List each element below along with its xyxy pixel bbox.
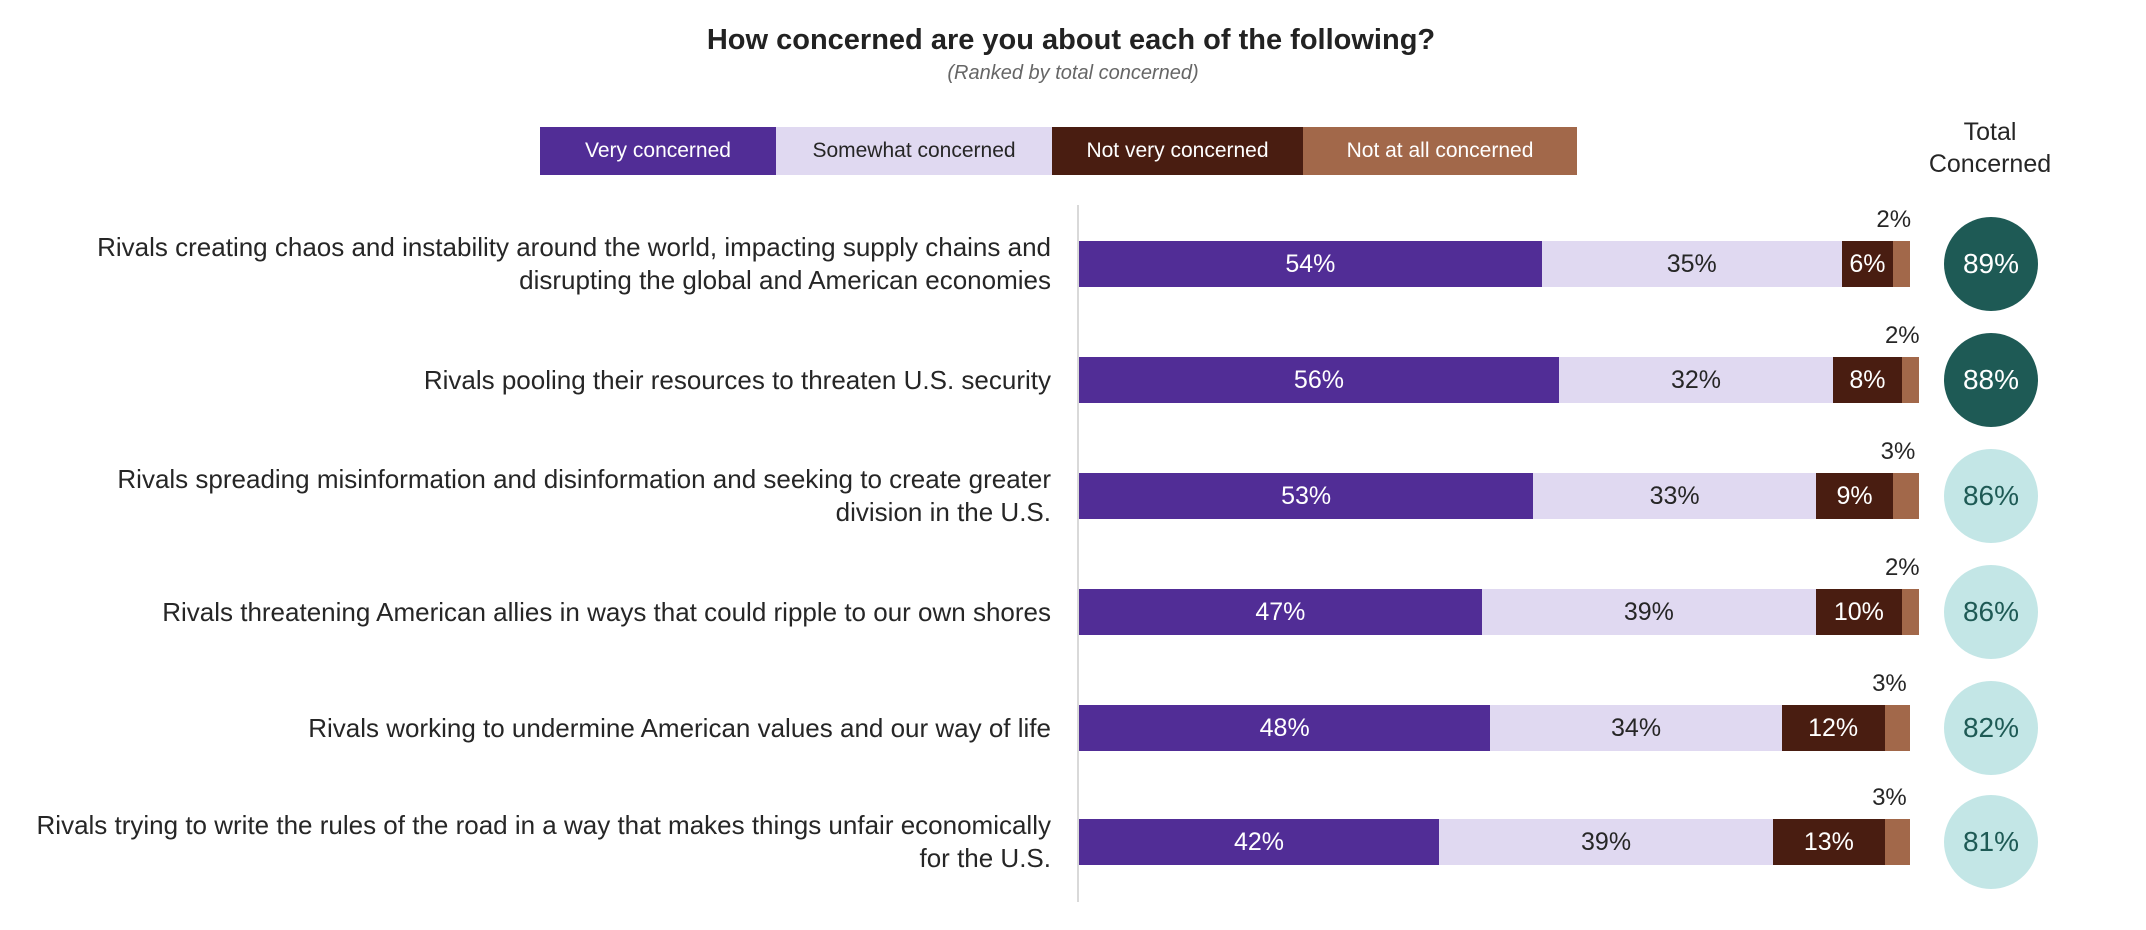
total-concerned-badge: 81% — [1944, 795, 2038, 889]
data-label: 8% — [1849, 365, 1886, 394]
data-label: 12% — [1808, 713, 1859, 742]
data-label: 39% — [1581, 827, 1632, 856]
legend-item-not-at-all-concerned: Not at all concerned — [1303, 127, 1577, 175]
total-concerned-badge: 86% — [1944, 565, 2038, 659]
bar-segment-very-concerned: 54% — [1079, 241, 1542, 287]
data-label-not-at-all: 3% — [1872, 784, 1907, 811]
category-label-line: Rivals trying to write the rules of the … — [36, 810, 1051, 840]
bar-segment-somewhat-concerned: 39% — [1481, 589, 1816, 635]
total-concerned-value: 88% — [1962, 364, 2020, 395]
category-label-line: Rivals working to undermine American val… — [308, 712, 1051, 743]
bar-segment-not-very-concerned: 6% — [1841, 241, 1894, 287]
bar-segment-not-at-all-concerned — [1884, 819, 1911, 865]
total-concerned-value: 82% — [1962, 712, 2020, 743]
total-concerned-value: 86% — [1962, 596, 2020, 627]
legend: Very concerned Somewhat concerned Not ve… — [540, 127, 1577, 175]
legend-label: Very concerned — [585, 139, 731, 162]
data-label-not-at-all: 3% — [1872, 670, 1907, 697]
data-label: 54% — [1285, 249, 1336, 278]
total-concerned-value: 89% — [1962, 248, 2020, 279]
bar-segment-somewhat-concerned: 33% — [1533, 473, 1816, 519]
legend-item-not-very-concerned: Not very concerned — [1052, 127, 1303, 175]
legend-label: Not very concerned — [1086, 139, 1269, 162]
total-header-line-2: Concerned — [1928, 150, 2052, 178]
category-label: Rivals threatening American allies in wa… — [11, 572, 1051, 652]
bar-segment-not-very-concerned: 9% — [1816, 473, 1894, 519]
chart-title: How concerned are you about each of the … — [0, 24, 2146, 57]
category-label-text: Rivals pooling their resources to threat… — [424, 364, 1051, 397]
category-label-line: division in the U.S. — [835, 497, 1051, 527]
category-label-text: Rivals creating chaos and instability ar… — [97, 231, 1051, 297]
bar-segment-not-very-concerned: 10% — [1816, 589, 1902, 635]
category-label: Rivals pooling their resources to threat… — [11, 340, 1051, 420]
bar-segment-not-very-concerned: 12% — [1781, 705, 1885, 751]
data-label: 39% — [1623, 597, 1674, 626]
data-label: 42% — [1233, 827, 1284, 856]
bar-segment-not-very-concerned: 8% — [1833, 357, 1902, 403]
category-label-line: Rivals pooling their resources to threat… — [423, 364, 1051, 395]
data-label: 35% — [1666, 249, 1717, 278]
chart-title-text: How concerned are you about each of the … — [706, 24, 1436, 56]
total-concerned-header: Total Concerned — [1900, 116, 2080, 180]
total-concerned-badge: 88% — [1944, 333, 2038, 427]
category-label: Rivals working to undermine American val… — [11, 688, 1051, 768]
total-concerned-badge: 82% — [1944, 681, 2038, 775]
category-label-text: Rivals spreading misinformation and disi… — [117, 463, 1051, 529]
bar-segment-very-concerned: 53% — [1079, 473, 1534, 519]
category-label-text: Rivals trying to write the rules of the … — [37, 809, 1051, 875]
bar-segment-somewhat-concerned: 35% — [1541, 241, 1842, 287]
legend-item-somewhat-concerned: Somewhat concerned — [776, 127, 1052, 175]
bar-segment-somewhat-concerned: 39% — [1438, 819, 1774, 865]
category-label: Rivals trying to write the rules of the … — [11, 802, 1051, 882]
category-label-line: Rivals threatening American allies in wa… — [162, 596, 1051, 627]
legend-label: Not at all concerned — [1346, 139, 1534, 162]
total-concerned-badge: 89% — [1944, 217, 2038, 311]
bar-segment-very-concerned: 48% — [1079, 705, 1491, 751]
bar-segment-somewhat-concerned: 34% — [1490, 705, 1782, 751]
bar-segment-not-at-all-concerned — [1901, 357, 1919, 403]
total-header-line-1: Total — [1963, 118, 2017, 146]
data-label: 47% — [1255, 597, 1306, 626]
category-label-line: disrupting the global and American econo… — [519, 265, 1051, 295]
category-label-text: Rivals threatening American allies in wa… — [162, 596, 1051, 629]
bar-segment-very-concerned: 47% — [1079, 589, 1482, 635]
category-label-line: for the U.S. — [919, 843, 1052, 873]
data-label: 9% — [1836, 481, 1873, 510]
data-label: 33% — [1649, 481, 1700, 510]
category-label-line: Rivals creating chaos and instability ar… — [97, 232, 1051, 262]
category-label-line: Rivals spreading misinformation and disi… — [117, 464, 1051, 494]
data-label: 10% — [1833, 597, 1884, 626]
bar-segment-not-at-all-concerned — [1884, 705, 1911, 751]
data-label-not-at-all: 3% — [1880, 438, 1916, 465]
bar-segment-not-at-all-concerned — [1893, 473, 1919, 519]
data-label: 48% — [1259, 713, 1310, 742]
data-label-not-at-all: 2% — [1884, 554, 1920, 581]
bar-segment-not-at-all-concerned — [1893, 241, 1911, 287]
data-label-not-at-all: 2% — [1876, 206, 1912, 233]
chart-subtitle: (Ranked by total concerned) — [947, 62, 1199, 84]
category-label: Rivals creating chaos and instability ar… — [11, 224, 1051, 304]
data-label: 32% — [1671, 365, 1722, 394]
data-label: 34% — [1611, 713, 1662, 742]
category-axis-line — [1077, 205, 1079, 902]
category-label-text: Rivals working to undermine American val… — [308, 712, 1051, 745]
data-label: 13% — [1803, 827, 1854, 856]
bar-segment-somewhat-concerned: 32% — [1558, 357, 1834, 403]
legend-label: Somewhat concerned — [812, 139, 1016, 162]
data-label: 56% — [1293, 365, 1344, 394]
bar-segment-not-at-all-concerned — [1901, 589, 1919, 635]
total-concerned-badge: 86% — [1944, 449, 2038, 543]
bar-segment-very-concerned: 56% — [1079, 357, 1559, 403]
bar-segment-very-concerned: 42% — [1079, 819, 1439, 865]
data-label-not-at-all: 2% — [1884, 322, 1920, 349]
legend-item-very-concerned: Very concerned — [540, 127, 776, 175]
data-label: 6% — [1849, 249, 1886, 278]
total-concerned-value: 86% — [1962, 480, 2020, 511]
total-concerned-value: 81% — [1962, 826, 2020, 857]
data-label: 53% — [1281, 481, 1332, 510]
bar-segment-not-very-concerned: 13% — [1773, 819, 1885, 865]
category-label: Rivals spreading misinformation and disi… — [11, 456, 1051, 536]
